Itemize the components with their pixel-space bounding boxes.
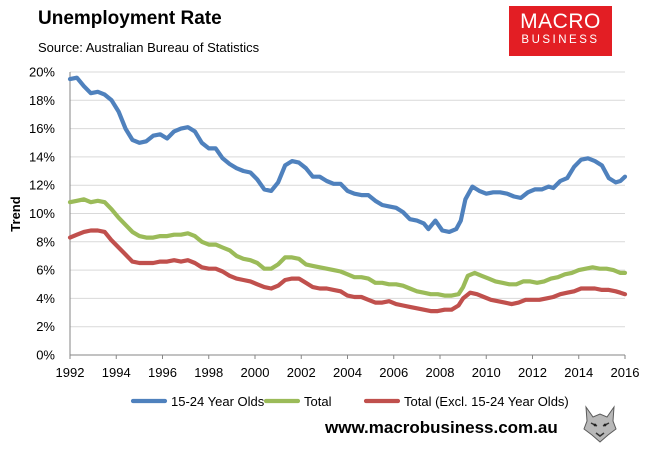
- series-line-0: [67, 75, 628, 234]
- y-tick-label: 12%: [29, 178, 55, 193]
- x-tick-label: 2012: [518, 365, 547, 380]
- gridlines: [70, 71, 625, 356]
- x-tick-label: 1992: [56, 365, 85, 380]
- y-tick-label: 18%: [29, 93, 55, 108]
- legend: 15-24 Year Olds Total Total (Excl. 15-24 Y…: [130, 394, 569, 409]
- y-tick-label: 14%: [29, 149, 55, 164]
- y-tick-label: 20%: [29, 65, 55, 80]
- y-tick-label: 10%: [29, 206, 55, 221]
- chart-source: Source: Australian Bureau of Statistics: [38, 40, 260, 55]
- y-tick-label: 2%: [36, 319, 55, 334]
- series-line-2: [67, 228, 628, 314]
- x-tick-label: 2008: [426, 365, 455, 380]
- legend-label-0: 15-24 Year Olds: [171, 394, 265, 409]
- y-axis-label: Trend: [8, 196, 23, 231]
- x-tick-label: 2006: [379, 365, 408, 380]
- macrobusiness-logo[interactable]: MACRO BUSINESS: [509, 6, 612, 56]
- x-tick-label: 2004: [333, 365, 362, 380]
- series-line-1: [67, 197, 628, 298]
- x-tick-label: 1994: [102, 365, 131, 380]
- logo-line-1: MACRO: [520, 10, 601, 33]
- x-tick-labels: 1992 1994 1996 1998 2000 2002 2004 2006 2008 2010…: [56, 355, 640, 380]
- x-tick-label: 2014: [564, 365, 593, 380]
- legend-label-2: Total (Excl. 15-24 Year Olds): [404, 394, 569, 409]
- series-lines: [67, 75, 628, 314]
- y-tick-label: 16%: [29, 121, 55, 136]
- y-tick-label: 8%: [36, 234, 55, 249]
- y-tick-label: 4%: [36, 291, 55, 306]
- logo-line-2: BUSINESS: [521, 34, 600, 46]
- x-tick-label: 1996: [148, 365, 177, 380]
- chart-title: Unemployment Rate: [38, 8, 222, 29]
- x-tick-label: 2002: [287, 365, 316, 380]
- x-tick-label: 2010: [472, 365, 501, 380]
- axis-frame: [69, 72, 625, 356]
- website-url[interactable]: www.macrobusiness.com.au: [325, 418, 558, 437]
- wolf-logo-icon: [583, 405, 617, 443]
- y-tick-label: 6%: [36, 263, 55, 278]
- y-tick-labels: 0% 2% 4% 6% 8% 10% 12% 14% 16% 18% 20%: [29, 65, 55, 363]
- legend-label-1: Total: [304, 394, 332, 409]
- x-tick-label: 2000: [241, 365, 270, 380]
- x-tick-label: 2016: [611, 365, 640, 380]
- x-tick-label: 1998: [194, 365, 223, 380]
- y-tick-label: 0%: [36, 348, 55, 363]
